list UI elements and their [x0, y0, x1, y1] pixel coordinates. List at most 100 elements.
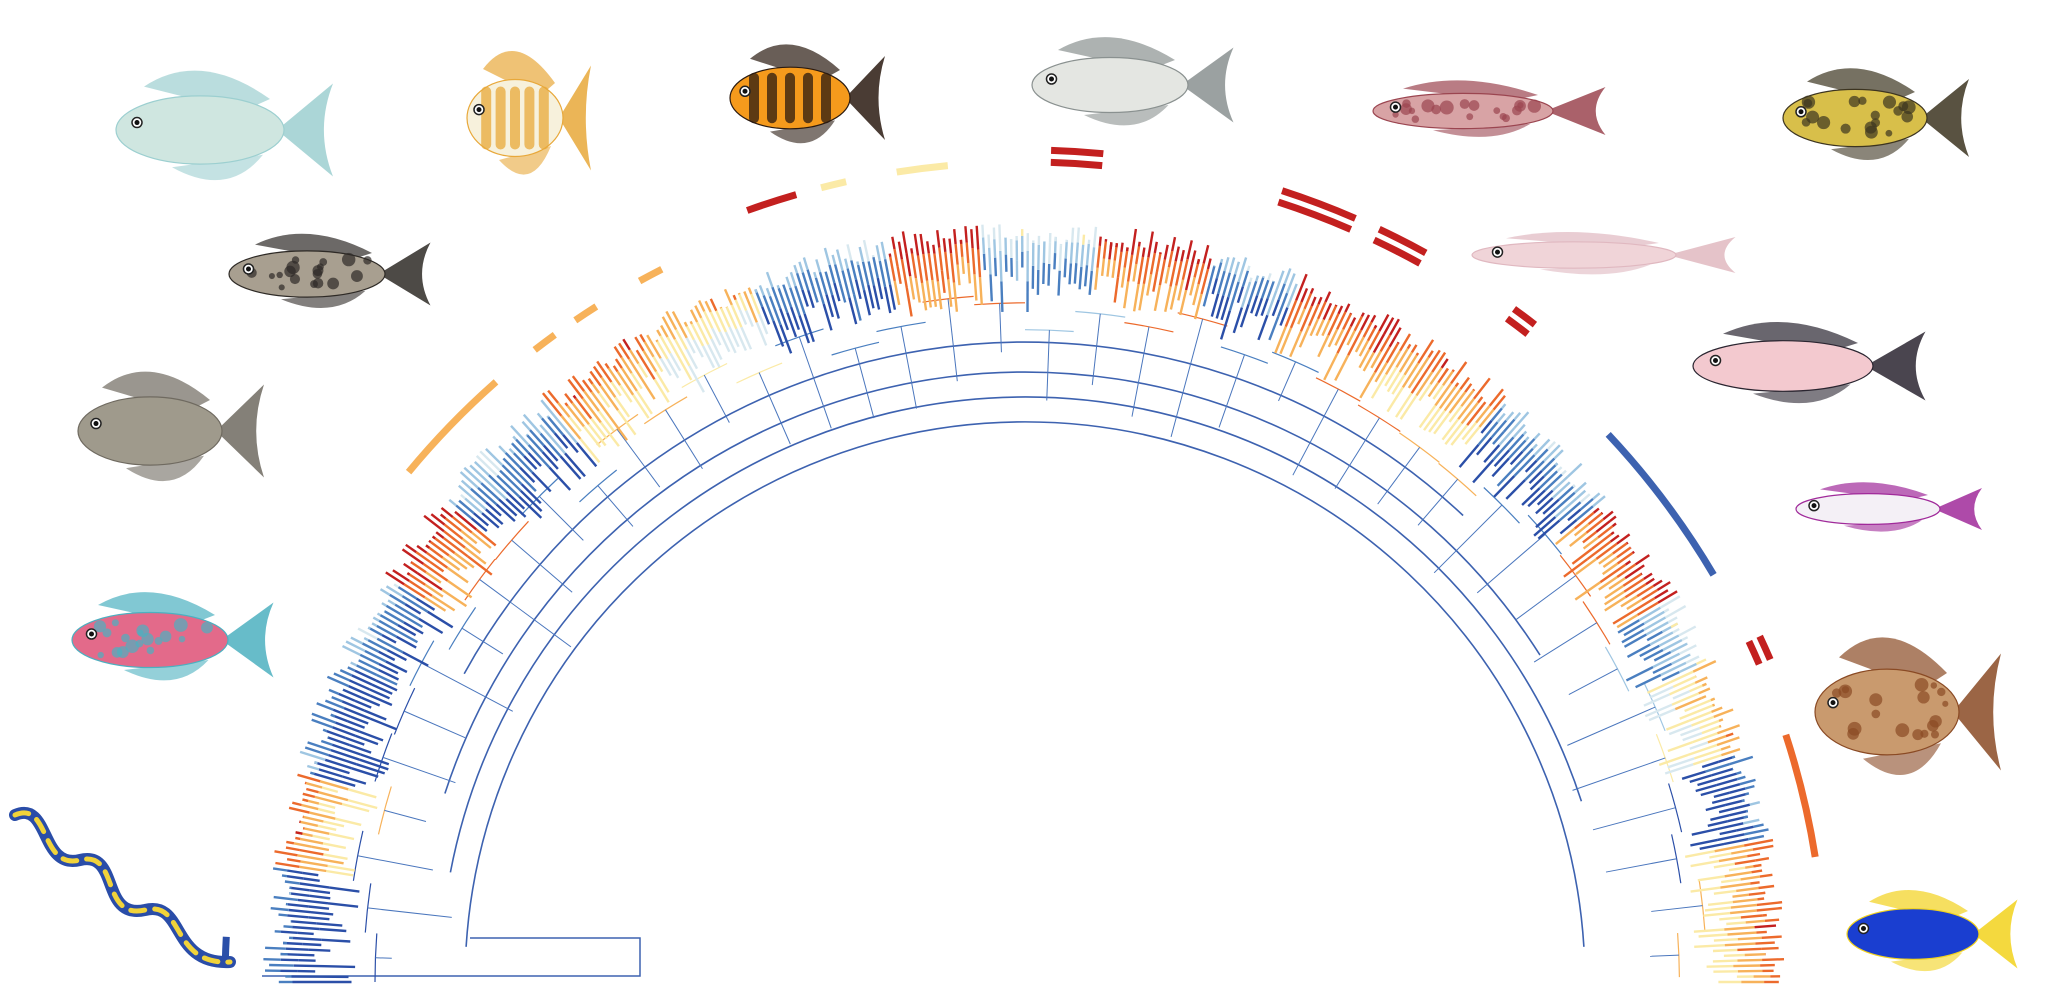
fish-pupil [1713, 357, 1718, 363]
tip-branch [806, 269, 814, 287]
tip-branch [1739, 778, 1756, 786]
tip-branch [1328, 304, 1338, 321]
tip-branch [339, 669, 353, 677]
tip-branch [1175, 261, 1183, 286]
tip-branch [1266, 290, 1278, 316]
tip-branch [299, 750, 326, 761]
tip-branch [642, 350, 658, 373]
tip-branch [998, 224, 1002, 251]
tip-branch [1623, 577, 1645, 593]
tip-branch [1598, 552, 1614, 565]
clade-arc [393, 687, 416, 735]
tip-branch [284, 880, 300, 885]
tip-branch [371, 622, 378, 627]
tip-branch [1234, 261, 1241, 275]
tip-branch [1678, 625, 1697, 637]
tip-branch [1643, 693, 1671, 707]
tip-branch [878, 260, 887, 288]
clade-stem [1572, 757, 1666, 791]
tip-branch [424, 583, 444, 598]
tip-branch [916, 255, 924, 284]
tip-branch [1378, 314, 1390, 332]
tip-branch [406, 572, 411, 576]
habitat-bar [1504, 315, 1530, 337]
tip-branch [1256, 277, 1265, 296]
tip-branch [779, 324, 793, 354]
tip-branch [1579, 497, 1594, 511]
tip-branch [1639, 644, 1660, 658]
tip-branch [1671, 653, 1691, 665]
tip-branch [455, 512, 477, 531]
tip-branch [265, 946, 286, 950]
fish-spot [1512, 105, 1522, 116]
tip-branch [1415, 352, 1420, 356]
tip-branch [981, 224, 985, 238]
tip-branch [1575, 489, 1587, 500]
tip-branch [1695, 658, 1707, 665]
tip-branch [510, 442, 525, 457]
tip-branch [1220, 296, 1230, 321]
tip-branch [1709, 852, 1732, 859]
tip-branch [1743, 818, 1760, 825]
tip-branch [283, 925, 293, 929]
tip-branch [802, 257, 809, 270]
tip-branch [363, 709, 387, 721]
tip-branch [744, 310, 754, 328]
tip-branch [522, 413, 542, 435]
fish-spot [1929, 715, 1942, 728]
tip-branch [940, 270, 946, 294]
tip-branch [341, 645, 361, 656]
tip-branch [1658, 753, 1689, 767]
tip-branch [608, 415, 628, 441]
tip-branch [905, 252, 912, 277]
tip-branch [771, 286, 782, 309]
tip-branch [309, 811, 336, 820]
tip-branch [896, 266, 902, 285]
tip-branch [607, 367, 622, 386]
clade-stem [597, 485, 634, 527]
tip-branch [1558, 484, 1576, 501]
tip-branch [1386, 371, 1401, 393]
tip-branch [541, 451, 559, 470]
tip-branch [333, 672, 350, 682]
tip-branch [1705, 763, 1730, 773]
tip-branch [711, 327, 722, 346]
tip-branch [1384, 350, 1402, 376]
tip-branch [1524, 459, 1538, 473]
tip-branch [856, 264, 866, 291]
fish-pupil [742, 88, 748, 94]
tip-branch [932, 244, 936, 254]
tip-branch [1744, 784, 1755, 790]
tip-branch [453, 552, 475, 569]
tip-branch [862, 239, 870, 262]
clade-stem [367, 907, 452, 918]
tip-branch [1257, 314, 1269, 341]
tip-branch [331, 766, 350, 775]
tip-branch [841, 270, 851, 298]
tip-branch [1762, 958, 1785, 962]
tip-branch [408, 579, 433, 597]
tip-branch [1757, 897, 1765, 901]
fish-stripe [524, 86, 535, 150]
tip-branch [846, 268, 856, 295]
tip-branch [477, 486, 498, 506]
tip-branch [893, 248, 899, 267]
clade-stem [1170, 318, 1204, 437]
tip-branch [815, 259, 822, 273]
tip-branch [620, 356, 633, 374]
tip-branch [323, 820, 345, 828]
tip-branch [288, 892, 310, 897]
tip-branch [1480, 419, 1493, 434]
tip-branch [600, 376, 617, 398]
tip-branch [1360, 312, 1365, 317]
fish-spot [1817, 116, 1831, 130]
tip-branch [1047, 263, 1051, 286]
tip-branch [1109, 242, 1113, 250]
tip-branch [956, 264, 961, 286]
tip-branch [1750, 881, 1760, 885]
fish-spot [125, 639, 139, 653]
tip-branch [1202, 285, 1211, 307]
fish-fin [1753, 384, 1851, 404]
clade-stem [854, 348, 875, 419]
tip-branch [1734, 803, 1751, 810]
